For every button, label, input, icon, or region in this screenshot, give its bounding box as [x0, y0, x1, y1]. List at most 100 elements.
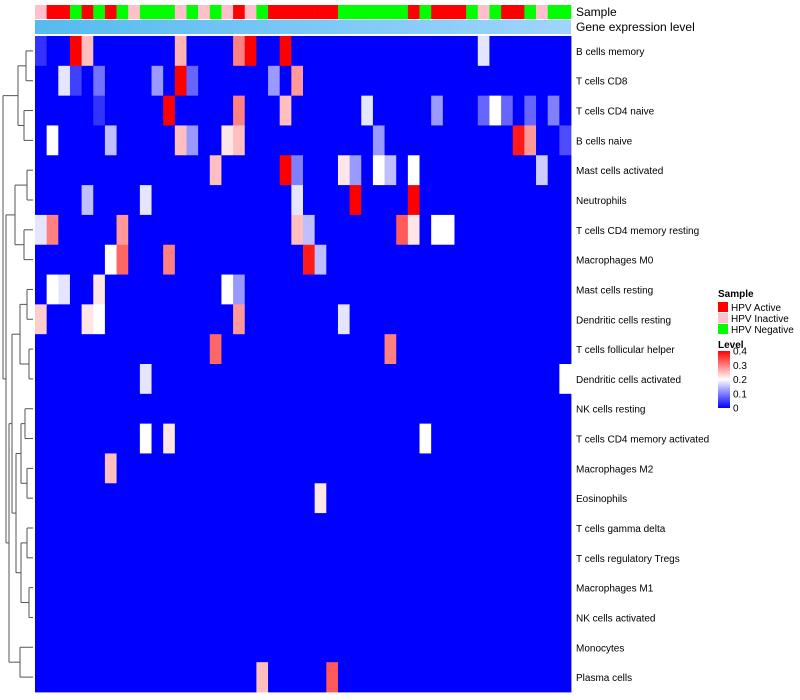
heatmap-cell [69, 423, 83, 454]
row-label: Dendritic cells activated [576, 375, 681, 386]
heatmap-cell [221, 125, 234, 156]
heatmap-cell [291, 453, 304, 484]
heatmap-cell [349, 483, 362, 514]
heatmap-cell [454, 334, 467, 365]
heatmap-cell [233, 65, 246, 97]
heatmap-cell [489, 364, 502, 395]
heatmap-cell [244, 662, 257, 693]
heatmap-cell [442, 65, 455, 97]
heatmap-cell [337, 572, 351, 603]
heatmap-cell [372, 393, 385, 425]
level-tick-label: 0.3 [733, 361, 747, 372]
sample-annotation-cell [58, 5, 71, 19]
heatmap-cell [163, 602, 176, 633]
heatmap-cell [349, 364, 362, 395]
heatmap-cell [536, 423, 549, 454]
heatmap-cell [128, 542, 141, 574]
heatmap-cell [419, 364, 432, 395]
heatmap-cell [139, 364, 152, 395]
row-dendrogram [2, 50, 33, 678]
heatmap-cell [559, 244, 572, 275]
heatmap-cell [198, 65, 211, 97]
heatmap-cell [268, 274, 281, 305]
heatmap-cell [279, 304, 292, 335]
heatmap-cell [442, 155, 455, 186]
heatmap-cell [431, 602, 444, 633]
heatmap-cell [303, 662, 316, 693]
heatmap-cell [547, 483, 560, 514]
heatmap-cell [256, 632, 269, 663]
heatmap-cell [186, 125, 199, 156]
heatmap-cell [198, 483, 211, 514]
heatmap-cell [326, 214, 339, 246]
heatmap-cell [303, 334, 316, 365]
heatmap-cell [163, 483, 176, 514]
heatmap-cell [163, 304, 176, 335]
heatmap-cell [256, 572, 269, 603]
heatmap-cell [244, 423, 257, 454]
heatmap-cell [163, 334, 176, 365]
heatmap-cell [116, 483, 129, 514]
heatmap-cell [512, 95, 525, 126]
heatmap-cell [326, 95, 339, 126]
heatmap-cell [81, 95, 94, 126]
heatmap-cell [256, 65, 269, 97]
heatmap-cell [524, 572, 537, 603]
heatmap-cell [256, 244, 269, 275]
heatmap-cell [46, 632, 59, 663]
heatmap-cell [233, 572, 246, 603]
heatmap-cell [524, 304, 537, 335]
heatmap-cell [501, 214, 514, 246]
heatmap-cell [349, 334, 362, 365]
heatmap-cell [128, 632, 141, 663]
heatmap-cell [314, 214, 327, 246]
heatmap-cell [186, 274, 199, 305]
heatmap-cell [35, 453, 48, 484]
heatmap-cell [512, 36, 525, 67]
heatmap-cell [477, 334, 490, 365]
heatmap-cell [81, 662, 94, 693]
heatmap-cell [466, 662, 479, 693]
heatmap-cell [501, 572, 514, 603]
heatmap-cell [81, 513, 94, 544]
heatmap-cell [291, 572, 304, 603]
heatmap-cell [104, 334, 117, 365]
heatmap-cell [93, 155, 106, 186]
heatmap-cell [81, 185, 94, 216]
heatmap-cell [244, 274, 257, 305]
heatmap-cell [326, 185, 339, 216]
heatmap-cell [407, 364, 420, 395]
heatmap-cell [407, 423, 420, 454]
heatmap-cell [419, 572, 432, 603]
heatmap-cell [326, 393, 339, 425]
heatmap-cell [396, 513, 409, 544]
heatmap-cell [58, 155, 71, 186]
heatmap-cell [303, 304, 316, 335]
heatmap-cell [361, 393, 374, 425]
heatmap-cell [151, 185, 164, 216]
heatmap-cell [291, 393, 304, 425]
heatmap-cell [512, 632, 525, 663]
heatmap-cell [372, 632, 385, 663]
heatmap-cell [431, 304, 444, 335]
heatmap-cell [174, 483, 187, 514]
heatmap-cell [69, 65, 83, 97]
sample-annotation-bar [35, 5, 572, 19]
heatmap-cell [174, 274, 187, 305]
heatmap-cell [361, 542, 374, 574]
heatmap-cell [291, 155, 304, 186]
heatmap-cell [291, 483, 304, 514]
heatmap-cell [547, 125, 560, 156]
heatmap-cell [326, 36, 339, 67]
heatmap-cell [139, 453, 152, 484]
heatmap-cell [559, 364, 572, 395]
heatmap-cell [279, 214, 292, 246]
heatmap-cell [209, 632, 222, 663]
heatmap-cell [501, 304, 514, 335]
heatmap-cell [93, 572, 106, 603]
heatmap-cell [116, 155, 129, 186]
heatmap-cell [186, 513, 199, 544]
heatmap-cell [454, 632, 467, 663]
heatmap-cell [326, 65, 339, 97]
heatmap-cell [512, 214, 525, 246]
